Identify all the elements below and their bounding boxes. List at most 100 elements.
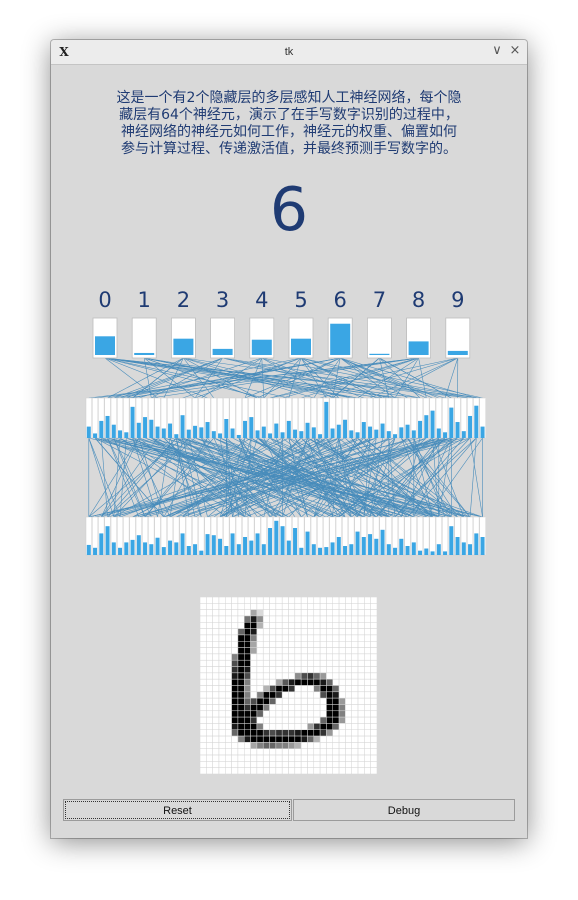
input-pixel[interactable] — [275, 666, 283, 674]
input-pixel[interactable] — [351, 647, 359, 655]
input-pixel[interactable] — [338, 672, 346, 680]
input-pixel[interactable] — [307, 641, 315, 648]
title-bar[interactable]: X tk ∨ × — [51, 40, 527, 65]
input-pixel[interactable] — [288, 704, 296, 712]
input-pixel[interactable] — [357, 735, 365, 743]
input-pixel[interactable] — [275, 691, 283, 699]
input-pixel[interactable] — [319, 666, 327, 674]
input-pixel[interactable] — [370, 748, 377, 756]
input-pixel[interactable] — [351, 691, 359, 699]
input-pixel[interactable] — [256, 761, 264, 768]
input-pixel[interactable] — [262, 603, 270, 610]
input-pixel[interactable] — [338, 748, 346, 756]
input-pixel[interactable] — [300, 609, 308, 617]
input-pixel[interactable] — [332, 767, 340, 774]
input-pixel[interactable] — [332, 603, 340, 610]
input-pixel[interactable] — [275, 754, 283, 762]
input-pixel[interactable] — [364, 647, 371, 655]
input-pixel[interactable] — [338, 767, 346, 774]
input-pixel[interactable] — [269, 647, 277, 655]
input-pixel[interactable] — [275, 597, 283, 604]
input-pixel[interactable] — [300, 704, 308, 712]
input-pixel[interactable] — [275, 609, 283, 617]
input-pixel[interactable] — [288, 678, 296, 686]
input-pixel[interactable] — [281, 622, 289, 629]
input-pixel[interactable] — [225, 754, 232, 762]
input-pixel[interactable] — [262, 767, 270, 774]
input-pixel[interactable] — [256, 704, 264, 712]
input-pixel[interactable] — [288, 641, 296, 648]
input-pixel[interactable] — [225, 678, 232, 686]
input-pixel[interactable] — [256, 647, 264, 655]
input-pixel[interactable] — [244, 704, 251, 712]
input-pixel[interactable] — [307, 691, 315, 699]
input-pixel[interactable] — [225, 729, 232, 737]
input-pixel[interactable] — [262, 697, 270, 705]
input-pixel[interactable] — [250, 735, 258, 743]
input-pixel[interactable] — [319, 678, 327, 686]
input-pixel[interactable] — [351, 641, 359, 648]
input-pixel[interactable] — [288, 716, 296, 724]
input-pixel[interactable] — [275, 659, 283, 667]
input-pixel[interactable] — [200, 615, 207, 623]
input-pixel[interactable] — [351, 609, 359, 617]
input-pixel[interactable] — [275, 628, 283, 636]
input-pixel[interactable] — [212, 685, 220, 693]
input-pixel[interactable] — [269, 729, 277, 737]
input-pixel[interactable] — [237, 742, 245, 749]
input-pixel[interactable] — [370, 761, 377, 768]
input-pixel[interactable] — [332, 742, 340, 749]
input-pixel[interactable] — [332, 685, 340, 693]
input-pixel[interactable] — [288, 672, 296, 680]
input-pixel[interactable] — [237, 666, 245, 674]
input-pixel[interactable] — [364, 659, 371, 667]
input-pixel[interactable] — [212, 641, 220, 648]
input-pixel[interactable] — [225, 723, 232, 731]
input-pixel[interactable] — [212, 748, 220, 756]
input-pixel[interactable] — [281, 723, 289, 731]
input-pixel[interactable] — [357, 647, 365, 655]
input-pixel[interactable] — [237, 697, 245, 705]
input-pixel[interactable] — [288, 723, 296, 731]
input-pixel[interactable] — [281, 710, 289, 718]
input-pixel[interactable] — [307, 653, 315, 661]
input-pixel[interactable] — [319, 609, 327, 617]
input-pixel[interactable] — [338, 723, 346, 731]
input-pixel[interactable] — [275, 767, 283, 774]
input-pixel[interactable] — [244, 742, 251, 749]
input-pixel[interactable] — [351, 653, 359, 661]
input-pixel[interactable] — [307, 678, 315, 686]
input-pixel[interactable] — [206, 615, 213, 623]
input-pixel[interactable] — [237, 634, 245, 642]
input-pixel[interactable] — [256, 697, 264, 705]
input-pixel[interactable] — [300, 735, 308, 743]
input-pixel[interactable] — [307, 748, 315, 756]
input-pixel[interactable] — [212, 704, 220, 712]
input-pixel[interactable] — [332, 735, 340, 743]
input-pixel[interactable] — [288, 697, 296, 705]
input-pixel[interactable] — [281, 615, 289, 623]
input-pixel[interactable] — [212, 742, 220, 749]
input-pixel[interactable] — [256, 754, 264, 762]
input-pixel[interactable] — [262, 723, 270, 731]
input-pixel[interactable] — [237, 659, 245, 667]
input-pixel[interactable] — [256, 628, 264, 636]
input-pixel[interactable] — [218, 597, 226, 604]
input-pixel[interactable] — [313, 754, 321, 762]
input-pixel[interactable] — [269, 716, 277, 724]
input-pixel[interactable] — [269, 754, 277, 762]
input-pixel[interactable] — [338, 685, 346, 693]
input-pixel[interactable] — [338, 647, 346, 655]
input-pixel[interactable] — [364, 615, 371, 623]
input-pixel[interactable] — [231, 634, 239, 642]
input-pixel[interactable] — [370, 678, 377, 686]
input-pixel[interactable] — [218, 710, 226, 718]
input-pixel[interactable] — [345, 672, 352, 680]
input-pixel[interactable] — [364, 754, 371, 762]
input-pixel[interactable] — [294, 628, 302, 636]
input-pixel[interactable] — [370, 653, 377, 661]
input-pixel[interactable] — [200, 685, 207, 693]
input-pixel[interactable] — [225, 685, 232, 693]
input-pixel[interactable] — [357, 597, 365, 604]
input-pixel[interactable] — [364, 622, 371, 629]
